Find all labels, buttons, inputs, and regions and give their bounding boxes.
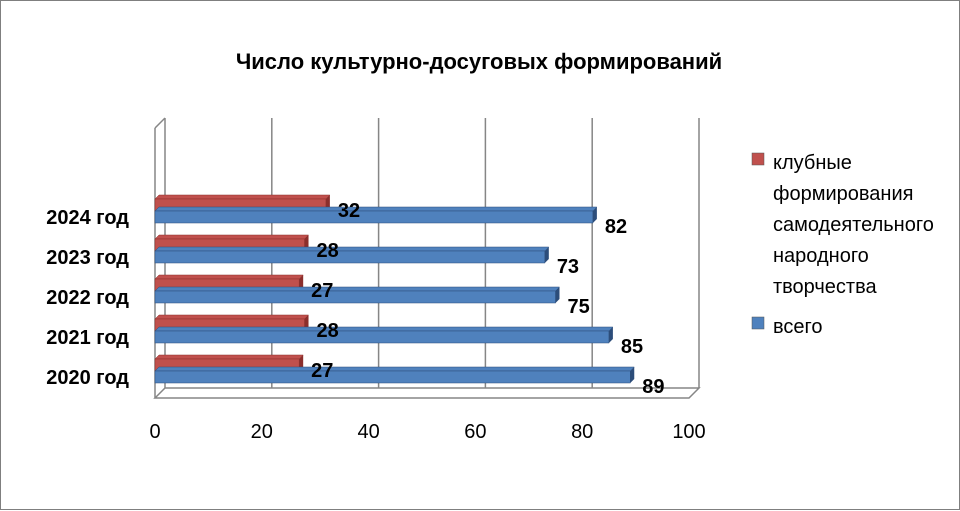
legend-text-line: формирования xyxy=(773,183,913,205)
x-tick-label: 80 xyxy=(571,421,593,443)
data-label-total: 73 xyxy=(557,256,579,278)
bar-total xyxy=(154,210,594,224)
legend: клубные формирования самодеятельного народн… xyxy=(751,152,934,338)
bar-total xyxy=(154,250,546,264)
data-label-total: 89 xyxy=(642,376,664,398)
bar-total-top xyxy=(154,326,614,332)
x-tick-label: 20 xyxy=(251,421,273,443)
x-tick-label: 40 xyxy=(357,421,379,443)
bar-club-top xyxy=(154,274,304,280)
x-tick-label: 100 xyxy=(672,421,705,443)
bar-total-end xyxy=(608,327,613,343)
legend-swatch xyxy=(751,152,765,166)
x-tick-label: 60 xyxy=(464,421,486,443)
legend-text-line: народного xyxy=(773,245,869,267)
category-label: 2023 год xyxy=(46,247,129,269)
bar-total xyxy=(154,330,610,344)
category-label: 2021 год xyxy=(46,327,129,349)
data-label-total: 82 xyxy=(605,216,627,238)
bar-total-end xyxy=(630,367,635,383)
bar-total-top xyxy=(154,286,561,292)
bar-club-top xyxy=(154,194,331,200)
category-label: 2020 год xyxy=(46,367,129,389)
data-label-total: 75 xyxy=(568,296,590,318)
data-label-total: 85 xyxy=(621,336,643,358)
bar-club-top xyxy=(154,234,310,240)
legend-text-line: самодеятельного xyxy=(773,214,934,236)
bar-total-end xyxy=(555,287,560,303)
chart-title: Число культурно-досуговых формирований xyxy=(236,49,722,74)
category-label: 2024 год xyxy=(46,207,129,229)
category-label: 2022 год xyxy=(46,287,129,309)
x-tick-label: 0 xyxy=(149,421,160,443)
plot-area: 0 20 40 60 80 100 27 89 2020 год 28 85 2021 год 27 75… xyxy=(46,117,706,443)
bar-total xyxy=(154,370,631,384)
bar-total-end xyxy=(544,247,549,263)
data-label-club: 27 xyxy=(311,360,333,382)
bar-total-top xyxy=(154,206,598,212)
legend-swatch xyxy=(751,316,765,330)
data-label-club: 32 xyxy=(338,200,360,222)
legend-text-line: всего xyxy=(773,316,823,338)
bar-club-top xyxy=(154,354,304,360)
data-label-club: 27 xyxy=(311,280,333,302)
bar-club-top xyxy=(154,314,310,320)
left-wall-top xyxy=(154,117,166,129)
legend-text-line: клубные xyxy=(773,152,852,174)
bar-total-top xyxy=(154,366,635,372)
data-label-club: 28 xyxy=(317,240,339,262)
bar-total-end xyxy=(592,207,597,223)
bar-total xyxy=(154,290,556,304)
bar-total-top xyxy=(154,246,550,252)
chart-floor xyxy=(153,387,701,399)
data-label-club: 28 xyxy=(317,320,339,342)
legend-text-line: творчества xyxy=(773,276,877,298)
